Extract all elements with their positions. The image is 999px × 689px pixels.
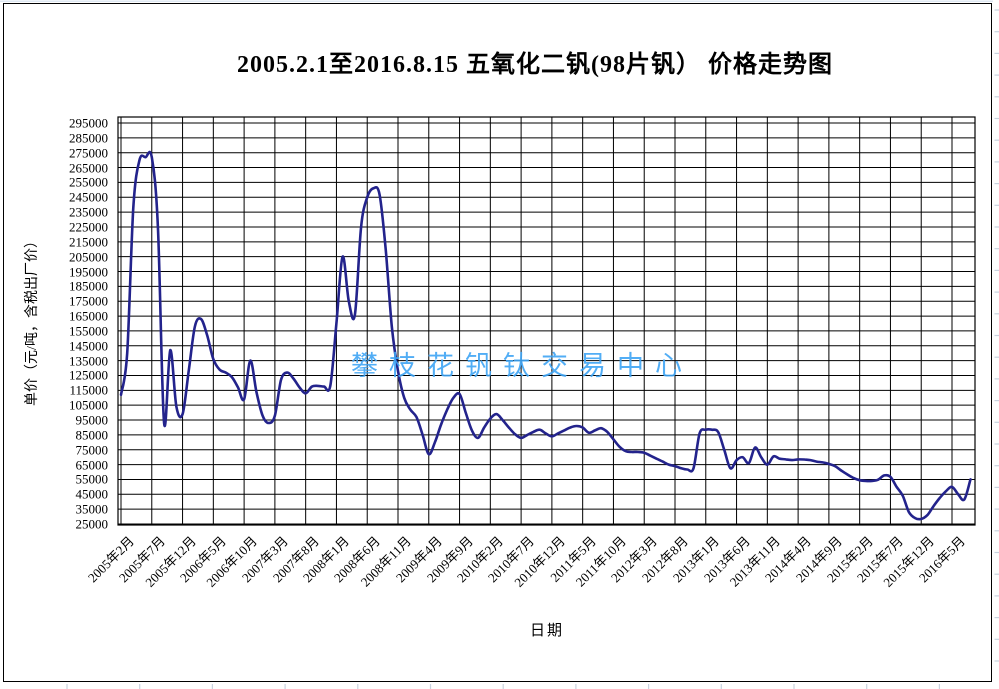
y-axis-tick-label: 175000 (69, 293, 108, 309)
y-axis-tick-label: 265000 (69, 160, 108, 176)
y-axis-tick-label: 25000 (75, 516, 109, 532)
y-axis-tick-label: 235000 (69, 204, 108, 220)
y-axis-tick-label: 155000 (69, 323, 108, 339)
y-axis-tick-label: 285000 (69, 130, 108, 146)
y-axis-tick-label: 195000 (69, 264, 108, 280)
y-axis-tick-label: 95000 (75, 412, 109, 428)
plot-gridlines (118, 117, 975, 525)
plot-area-border (117, 116, 976, 526)
x-axis-title: 日期 (529, 623, 565, 639)
price-line-series (119, 150, 972, 521)
y-axis-tick-label: 185000 (69, 278, 108, 294)
chart-title: 2005.2.1至2016.8.15 五氧化二钒(98片钒） 价格走势图 (237, 52, 833, 78)
y-axis-tick-label: 105000 (69, 397, 108, 413)
y-axis-tick-label: 275000 (69, 145, 108, 161)
y-axis-tick-label: 45000 (75, 486, 109, 502)
y-axis-tick-label: 205000 (69, 249, 108, 265)
watermark-text: 攀枝花钒钛交易中心 (351, 351, 693, 381)
y-axis-tick-label: 65000 (75, 457, 109, 473)
y-axis-tick-label: 245000 (69, 189, 108, 205)
chart-frame (3, 3, 992, 682)
y-axis-tick-label: 75000 (75, 442, 109, 458)
y-axis-tick-label: 135000 (69, 353, 108, 369)
y-axis-tick-label: 85000 (75, 427, 109, 443)
y-axis-tick-label: 295000 (69, 115, 108, 131)
y-axis-tick-label: 35000 (75, 501, 109, 517)
y-axis-tick-label: 125000 (69, 367, 108, 383)
y-axis-tick-label: 115000 (69, 382, 108, 398)
y-axis-tick-label: 55000 (75, 471, 109, 487)
y-axis-tick-label: 255000 (69, 174, 108, 190)
y-axis-tick-label: 225000 (69, 219, 108, 235)
y-axis-tick-label: 215000 (69, 234, 108, 250)
y-axis-tick-label: 145000 (69, 338, 108, 354)
y-axis-tick-label: 165000 (69, 308, 108, 324)
